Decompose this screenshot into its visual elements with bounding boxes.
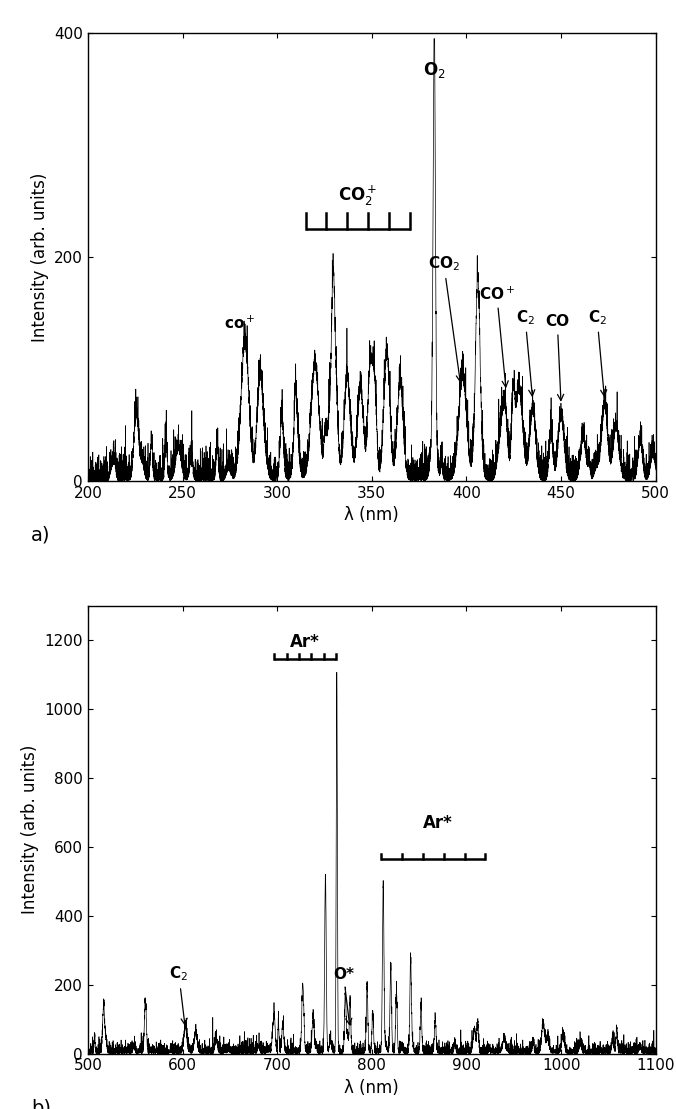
Text: CO$_2^+$: CO$_2^+$ xyxy=(338,183,377,207)
Text: CO$_2$: CO$_2$ xyxy=(428,254,462,381)
Text: b): b) xyxy=(31,1098,51,1109)
Text: Ar*: Ar* xyxy=(290,633,320,651)
Text: C$_2$: C$_2$ xyxy=(587,308,607,396)
X-axis label: λ (nm): λ (nm) xyxy=(345,1079,399,1097)
Text: O*: O* xyxy=(333,967,354,1025)
Text: C$_2$: C$_2$ xyxy=(516,308,535,396)
Text: Ar*: Ar* xyxy=(423,814,453,832)
Text: CO: CO xyxy=(546,314,569,400)
Text: co$^+$: co$^+$ xyxy=(224,315,256,332)
Text: O$_2$: O$_2$ xyxy=(423,60,445,80)
X-axis label: λ (nm): λ (nm) xyxy=(345,506,399,525)
Text: C$_2$: C$_2$ xyxy=(169,965,188,1025)
Y-axis label: Intensity (arb. units): Intensity (arb. units) xyxy=(21,745,39,915)
Text: a): a) xyxy=(31,526,51,545)
Y-axis label: Intensity (arb. units): Intensity (arb. units) xyxy=(30,172,49,342)
Text: CO$^+$: CO$^+$ xyxy=(479,285,515,387)
